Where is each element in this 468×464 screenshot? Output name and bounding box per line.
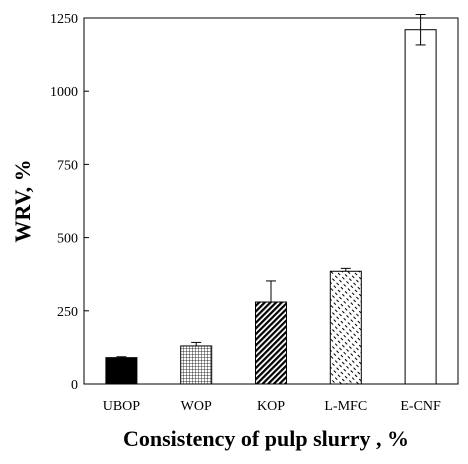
y-tick-label: 1000 <box>50 85 78 100</box>
x-axis: UBOP WOP KOP L-MFC E-CNF <box>103 399 441 414</box>
x-tick-label: E-CNF <box>400 399 441 414</box>
y-tick-label: 0 <box>71 378 78 393</box>
error-bar-kop <box>266 280 276 303</box>
y-axis-title: WRV, % <box>10 159 35 242</box>
error-bar-l-mfc <box>340 267 351 272</box>
error-bar-wop <box>191 341 202 346</box>
bar-kop <box>255 301 287 385</box>
bars <box>105 29 437 385</box>
x-tick-label: KOP <box>257 399 285 414</box>
error-bar-ubop <box>116 356 127 358</box>
bar-l-mfc <box>329 270 362 385</box>
x-tick-label: WOP <box>181 399 212 414</box>
bar-ubop <box>105 357 138 385</box>
y-tick-label: 1250 <box>50 12 78 27</box>
x-axis-title: Consistency of pulp slurry , % <box>123 426 409 451</box>
y-tick-label: 750 <box>57 158 78 173</box>
bar-wop <box>180 345 213 385</box>
bar-e-cnf <box>404 29 437 385</box>
x-tick-label: UBOP <box>103 399 141 414</box>
x-tick-label: L-MFC <box>324 399 367 414</box>
error-bar-e-cnf <box>415 13 426 46</box>
y-tick-label: 500 <box>57 232 78 247</box>
y-tick-label: 250 <box>57 305 78 320</box>
y-axis: 0 250 500 750 1000 1250 <box>50 12 89 393</box>
error-bars <box>116 13 426 358</box>
